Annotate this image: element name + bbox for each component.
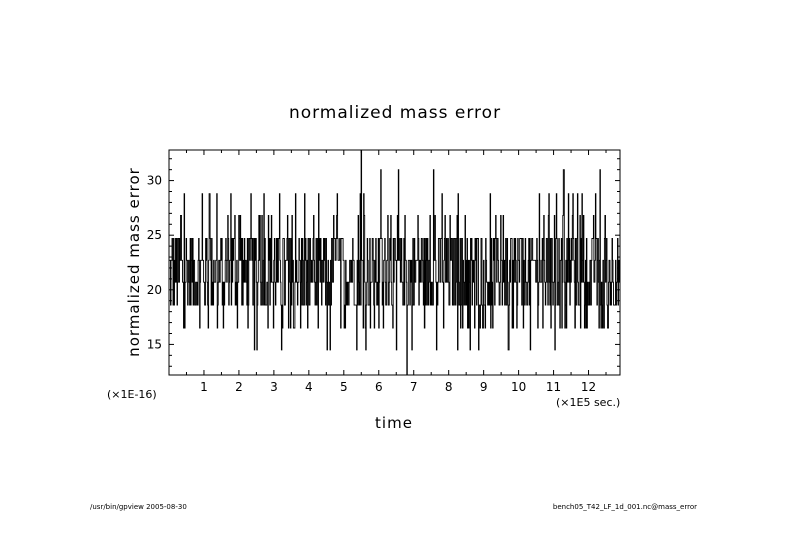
x-tick-label: 2 (235, 380, 243, 394)
x-tick-label: 3 (270, 380, 278, 394)
y-axis-title: normalized mass error (125, 167, 143, 357)
x-tick-label: 8 (445, 380, 453, 394)
y-tick-label: 20 (147, 283, 162, 297)
chart-title: normalized mass error (289, 103, 501, 123)
x-tick-label: 5 (340, 380, 348, 394)
x-tick-label: 10 (511, 380, 526, 394)
x-tick-label: 7 (410, 380, 418, 394)
series-line (169, 149, 621, 376)
plot-frame (168, 149, 621, 376)
x-tick-label: 12 (581, 380, 596, 394)
y-tick-label: 25 (147, 228, 162, 242)
y-tick-label: 15 (147, 337, 162, 351)
x-tick-label: 1 (200, 380, 208, 394)
y-multiplier-label: (×1E-16) (107, 388, 157, 401)
x-axis-title: time (375, 414, 413, 432)
x-tick-label: 11 (546, 380, 561, 394)
footer-right-text: bench05_T42_LF_1d_001.nc@mass_error (553, 503, 697, 511)
x-tick-label: 4 (305, 380, 313, 394)
footer-left-text: /usr/bin/gpview 2005-08-30 (90, 503, 187, 511)
y-axis: 15 20 25 30 (147, 158, 620, 367)
x-multiplier-label: (×1E5 sec.) (556, 396, 620, 409)
x-axis: 1 2 3 4 5 6 7 8 9 10 11 12 (185, 150, 607, 394)
plot-area (168, 149, 621, 376)
y-axis-title-group: normalized mass error (125, 167, 143, 357)
x-tick-label: 9 (480, 380, 488, 394)
x-tick-label: 6 (375, 380, 383, 394)
y-tick-label: 30 (147, 174, 162, 188)
